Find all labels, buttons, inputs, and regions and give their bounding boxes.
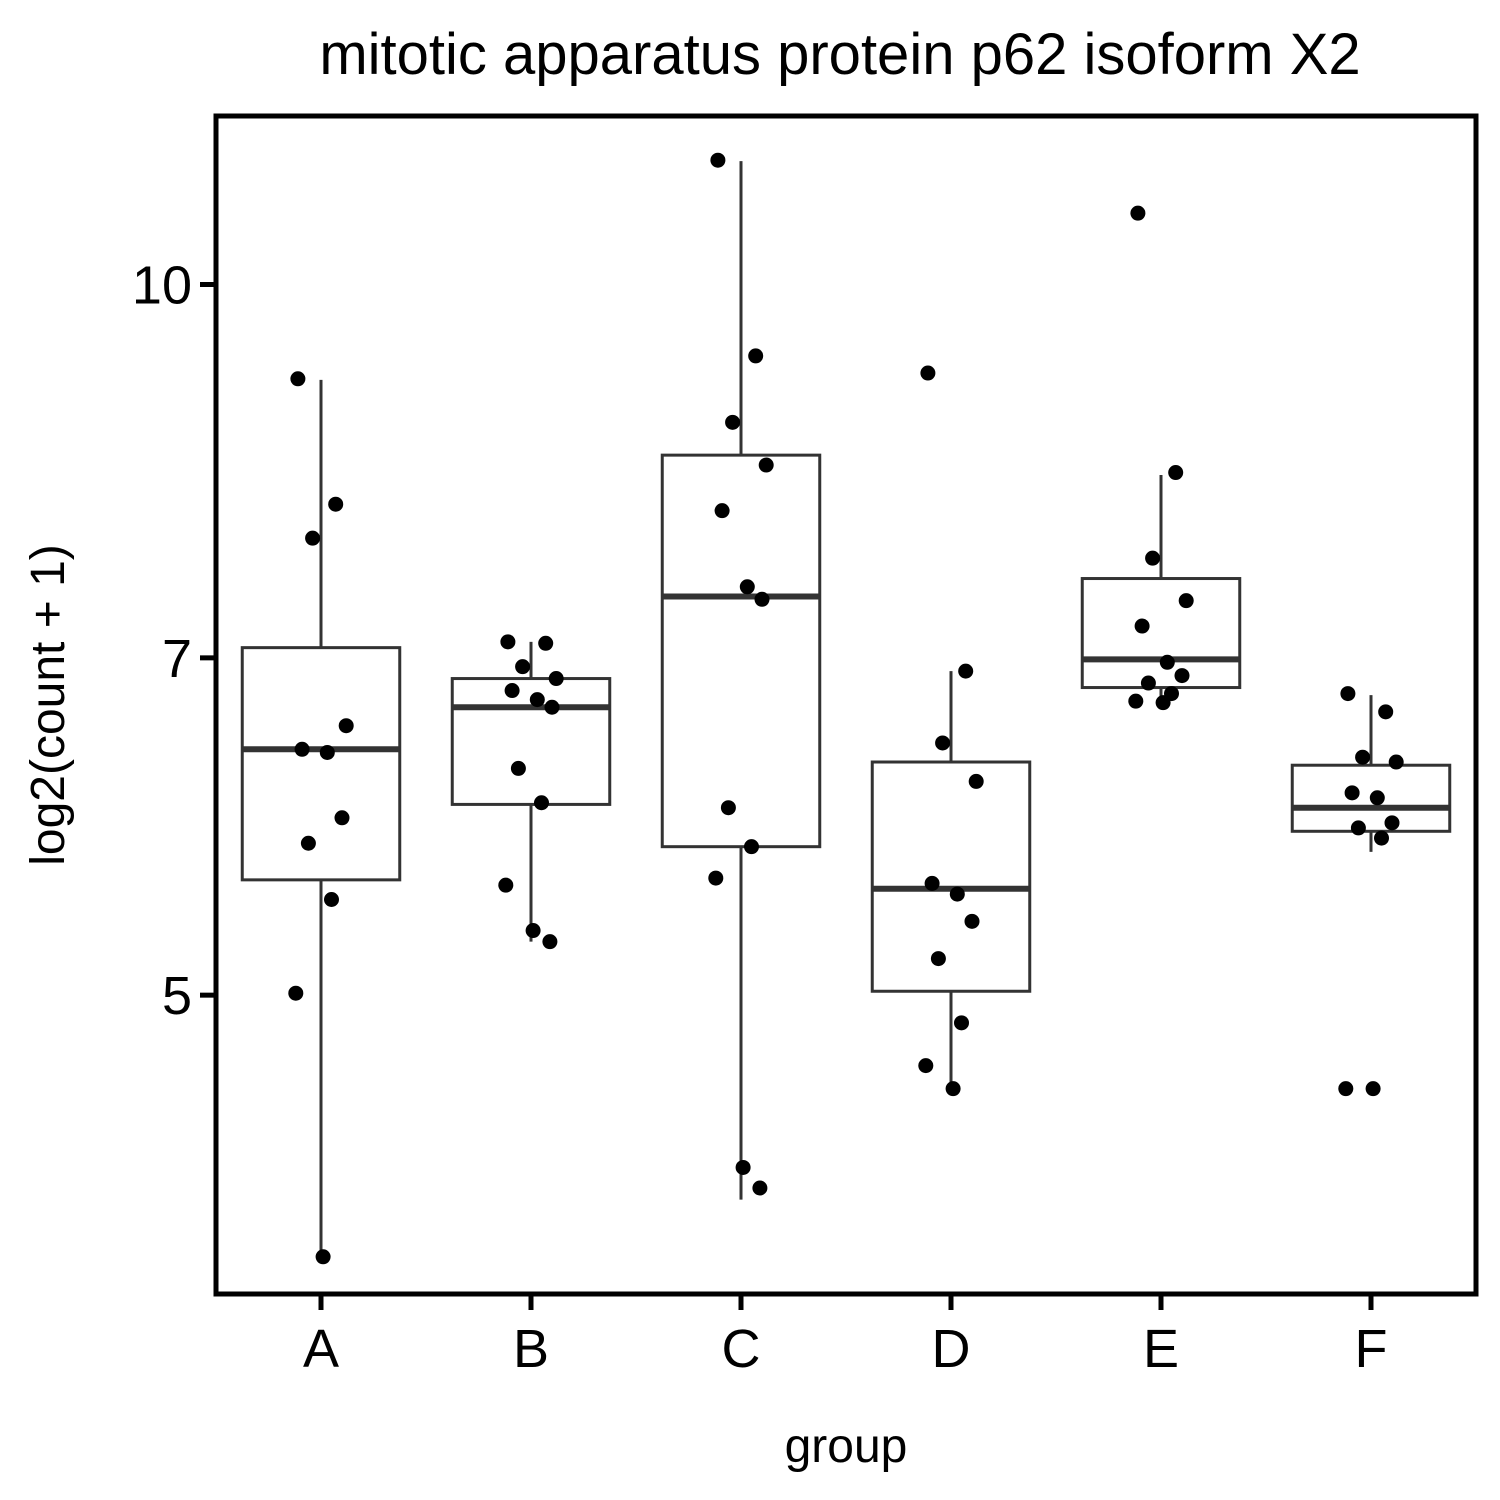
points-group-C [708, 152, 774, 1196]
data-point [1365, 1081, 1381, 1097]
data-point [752, 1180, 768, 1196]
data-point [328, 496, 344, 512]
data-point [924, 875, 940, 891]
data-point [338, 718, 354, 734]
data-point [714, 503, 730, 519]
points-group-D [918, 365, 984, 1097]
y-tick-label: 10 [132, 255, 192, 315]
data-point [945, 1081, 961, 1097]
data-point [288, 985, 304, 1001]
data-point [324, 892, 339, 908]
data-point [720, 800, 736, 816]
data-point [920, 365, 936, 381]
data-point [930, 951, 946, 967]
x-tick-label: F [1355, 1319, 1388, 1379]
data-point [935, 735, 951, 751]
plot-area [240, 152, 1452, 1265]
data-point [949, 886, 965, 902]
data-point [748, 348, 764, 364]
data-point [538, 635, 554, 651]
data-point [1178, 593, 1194, 609]
data-point [525, 923, 541, 939]
data-point [548, 671, 564, 687]
data-point [1168, 465, 1184, 481]
data-point [918, 1058, 934, 1074]
data-point [1145, 550, 1161, 566]
box-group-F [1290, 695, 1452, 852]
data-point [725, 414, 741, 430]
data-point [1355, 749, 1371, 765]
data-point [334, 810, 350, 826]
data-point [968, 773, 984, 789]
data-point [744, 839, 759, 855]
data-point [515, 659, 531, 675]
data-point [1378, 704, 1394, 720]
data-point [1174, 668, 1190, 684]
data-point [708, 870, 724, 886]
points-group-A [288, 371, 354, 1265]
box [660, 453, 822, 849]
data-point [319, 744, 335, 760]
x-axis-title: group [785, 1420, 908, 1473]
box [1080, 577, 1242, 690]
points-group-B [498, 634, 564, 950]
data-point [1350, 820, 1366, 836]
data-point [1369, 790, 1385, 806]
data-point [544, 699, 560, 715]
data-point [710, 152, 726, 168]
x-tick-label: A [303, 1319, 339, 1379]
box-group-C [660, 161, 822, 1200]
y-tick-label: 5 [162, 966, 192, 1026]
y-tick-label: 7 [162, 629, 192, 689]
data-point [1159, 654, 1175, 670]
data-point [305, 530, 321, 546]
data-point [294, 741, 310, 757]
data-point [290, 371, 306, 387]
box-group-D [870, 671, 1032, 1089]
data-point [1344, 785, 1360, 801]
data-point [542, 934, 558, 950]
panel-border [213, 113, 1479, 1297]
box [870, 760, 1032, 993]
data-point [954, 1015, 969, 1031]
data-point [1340, 686, 1356, 702]
box-group-B [450, 641, 612, 942]
data-point [1130, 205, 1146, 221]
data-point [758, 457, 774, 473]
data-point [1384, 815, 1400, 831]
points-group-E [1128, 205, 1194, 711]
x-tick-label: D [932, 1319, 971, 1379]
data-point [315, 1249, 331, 1265]
x-tick-label: B [513, 1319, 549, 1379]
data-point [1374, 830, 1389, 846]
data-point [958, 663, 974, 679]
data-point [735, 1159, 751, 1175]
x-tick-label: C [722, 1319, 761, 1379]
data-point [498, 877, 514, 893]
data-point [500, 634, 516, 650]
data-point [300, 835, 316, 851]
data-point [739, 579, 755, 595]
box-group-A [240, 379, 402, 1257]
data-point [754, 591, 770, 607]
box [240, 646, 402, 882]
data-point [1128, 693, 1144, 709]
y-axis-title: log2(count + 1) [22, 544, 75, 866]
data-point [1338, 1081, 1354, 1097]
x-tick-label: E [1143, 1319, 1179, 1379]
data-point [964, 913, 980, 929]
data-point [504, 683, 520, 699]
axes: 5 7 10 A B C D E F [132, 255, 1388, 1379]
data-point [1388, 754, 1404, 770]
data-point [1155, 695, 1171, 711]
data-point [529, 692, 545, 708]
chart-title: mitotic apparatus protein p62 isoform X2 [319, 22, 1360, 87]
data-point [1140, 675, 1156, 691]
points-group-F [1338, 686, 1404, 1097]
data-point [1134, 618, 1150, 634]
data-point [510, 760, 526, 776]
data-point [534, 795, 549, 811]
